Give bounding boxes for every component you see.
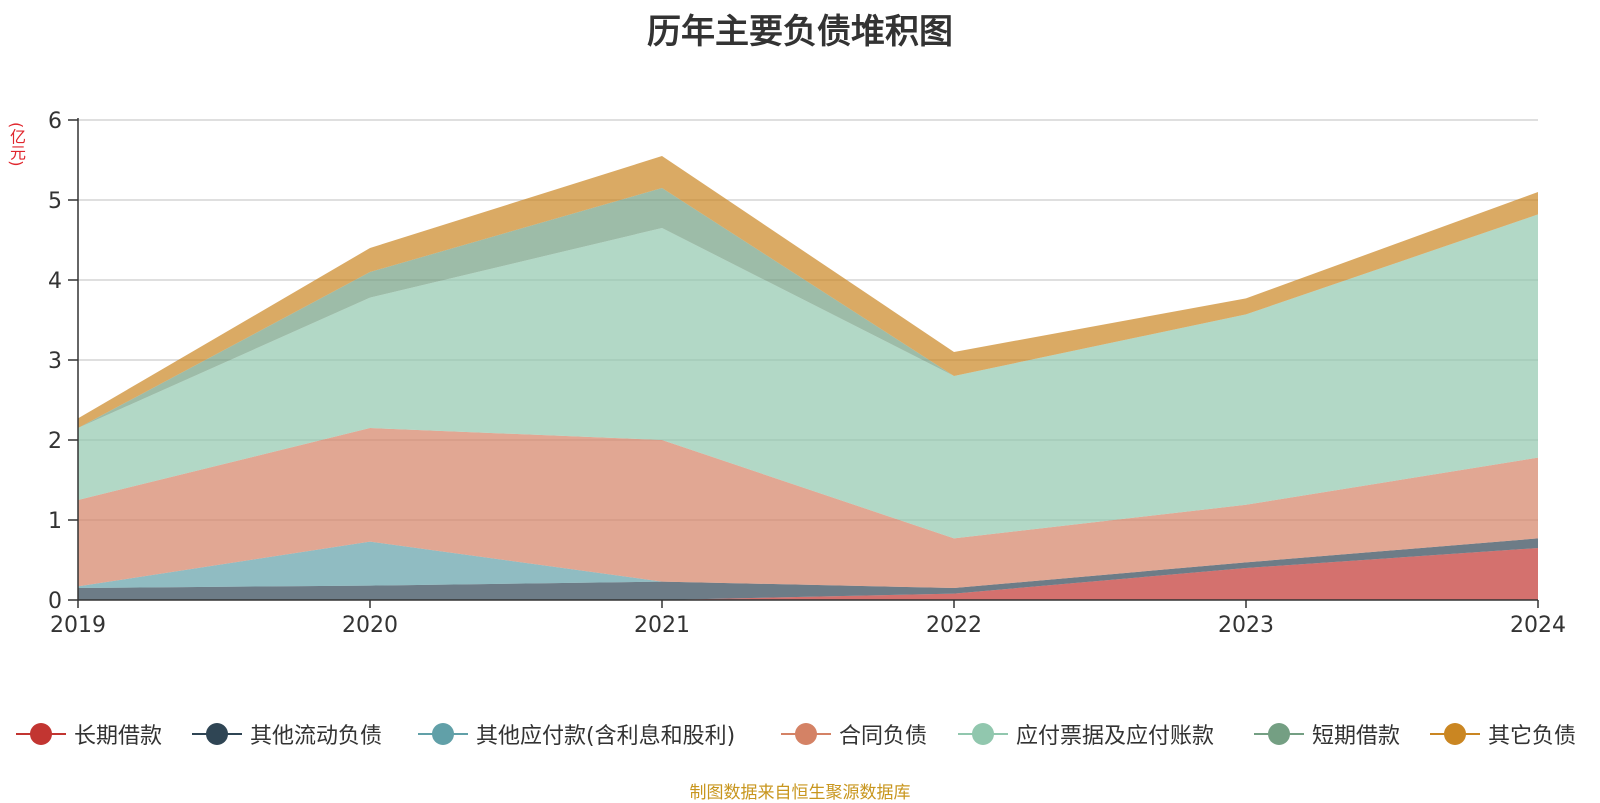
legend-label: 其他应付款(含利息和股利): [476, 724, 736, 749]
legend-item[interactable]: 短期借款: [1254, 716, 1400, 752]
y-tick-label: 0: [48, 589, 62, 614]
area-series: [78, 156, 1538, 600]
legend-marker-icon: [958, 721, 1008, 747]
legend-label: 其它负债: [1488, 724, 1577, 749]
x-tick-label: 2021: [634, 613, 690, 638]
legend-item[interactable]: 合同负债: [781, 716, 927, 752]
legend-label: 应付票据及应付账款: [1016, 724, 1215, 749]
y-tick-label: 1: [48, 509, 62, 534]
y-tick-label: 3: [48, 349, 62, 374]
x-tick-label: 2023: [1218, 613, 1274, 638]
legend-marker-icon: [781, 721, 831, 747]
x-tick-label: 2019: [50, 613, 106, 638]
legend-item[interactable]: 应付票据及应付账款: [958, 716, 1214, 752]
y-tick-label: 2: [48, 429, 62, 454]
legend-marker-icon: [192, 721, 242, 747]
y-tick-label: 4: [48, 269, 62, 294]
legend-item[interactable]: 长期借款: [16, 716, 162, 752]
x-tick-label: 2024: [1510, 613, 1566, 638]
area-series-合同负债[interactable]: [78, 428, 1538, 588]
axes: 0 1 2 3 4 5 6 2019 2020 2021 2022 2023 2024: [48, 109, 1566, 638]
legend-label: 合同负债: [839, 724, 928, 749]
legend-label: 其他流动负债: [250, 724, 383, 749]
area-series-长期借款[interactable]: [78, 548, 1538, 600]
area-series-其他应付款(含利息和股利)[interactable]: [78, 538, 1538, 588]
legend-item[interactable]: 其它负债: [1430, 716, 1576, 752]
data-source-note: 制图数据来自恒生聚源数据库: [689, 783, 911, 803]
legend-marker-icon: [418, 721, 468, 747]
y-axis-unit-label: (亿元): [7, 122, 26, 167]
y-tick-label: 6: [48, 109, 62, 134]
legend-label: 长期借款: [74, 724, 163, 749]
x-tick-label: 2022: [926, 613, 982, 638]
legend-item[interactable]: 其他流动负债: [192, 716, 382, 752]
legend: 长期借款 其他流动负债 其他应付款(含利息和股利) 合同负债 应付票据及应付账款 短期借款…: [0, 716, 1600, 752]
chart-title: 历年主要负债堆积图: [647, 12, 953, 52]
legend-marker-icon: [16, 721, 66, 747]
legend-item[interactable]: 其他应付款(含利息和股利): [418, 716, 735, 752]
legend-marker-icon: [1430, 721, 1480, 747]
x-tick-label: 2020: [342, 613, 398, 638]
legend-marker-icon: [1254, 721, 1304, 747]
y-tick-label: 5: [48, 189, 62, 214]
legend-label: 短期借款: [1312, 724, 1401, 749]
area-series-应付票据及应付账款[interactable]: [78, 214, 1538, 539]
